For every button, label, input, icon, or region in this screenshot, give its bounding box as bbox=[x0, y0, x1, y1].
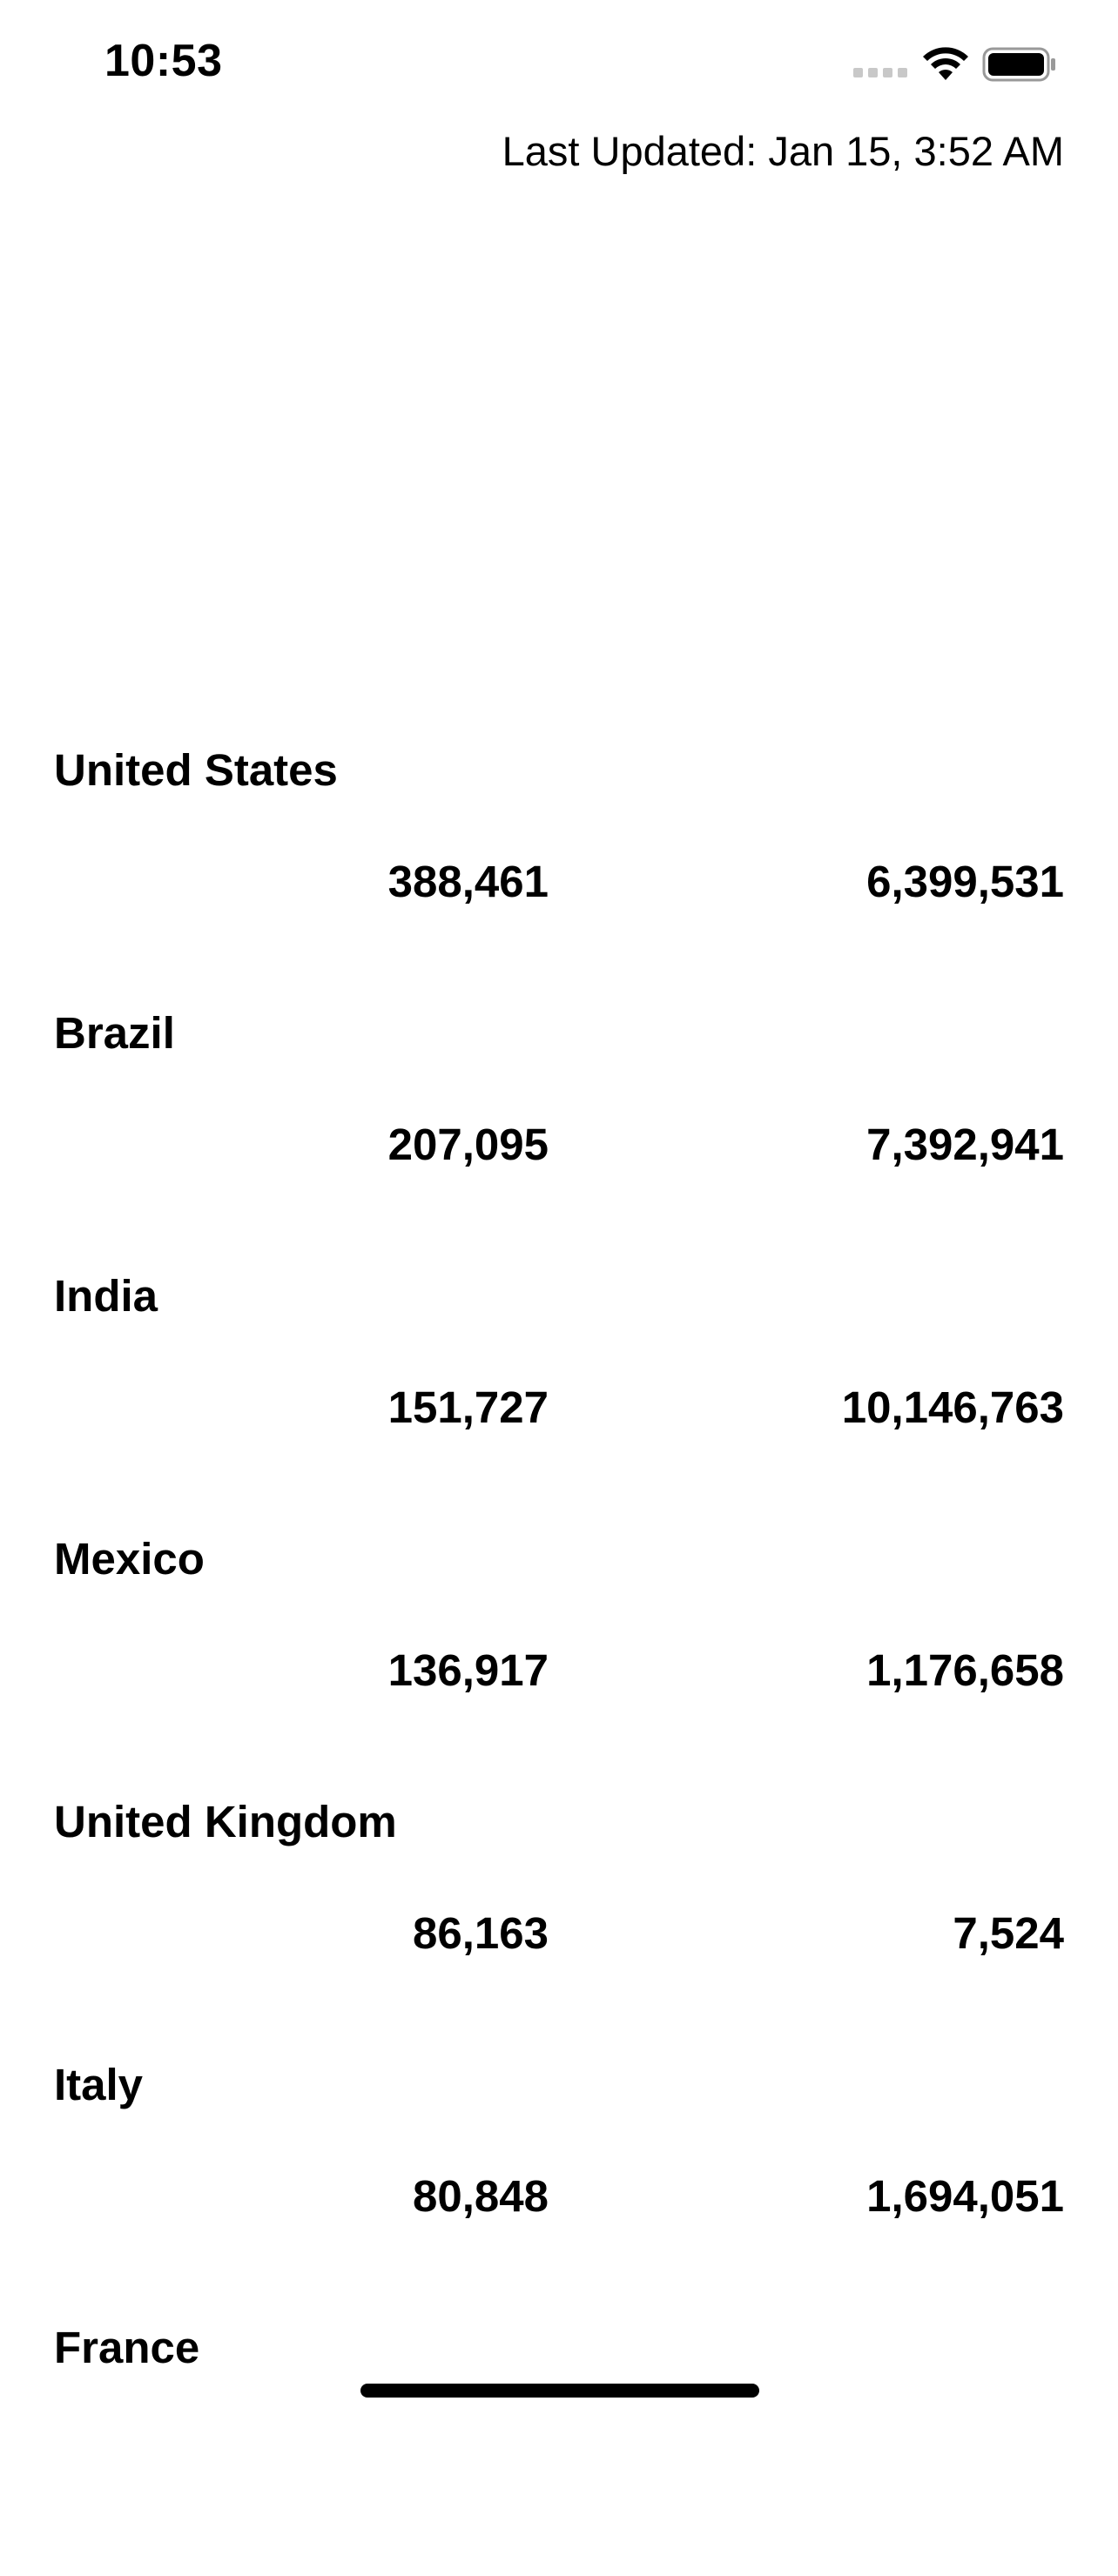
list-item[interactable]: France bbox=[0, 2313, 1118, 2576]
status-time: 10:53 bbox=[104, 36, 223, 86]
battery-icon bbox=[982, 47, 1055, 82]
country-value-1: 388,461 bbox=[387, 857, 549, 906]
country-name: Brazil bbox=[54, 1008, 175, 1058]
country-value-2: 7,392,941 bbox=[866, 1120, 1064, 1169]
list-item[interactable]: India 151,727 10,146,763 bbox=[0, 1261, 1118, 1524]
signal-icon bbox=[853, 68, 907, 77]
country-value-2: 1,694,051 bbox=[866, 2171, 1064, 2221]
country-name: India bbox=[54, 1271, 158, 1321]
country-name: United States bbox=[54, 745, 338, 795]
country-value-2: 10,146,763 bbox=[841, 1382, 1064, 1432]
wifi-icon bbox=[923, 47, 968, 80]
country-name: France bbox=[54, 2323, 200, 2372]
country-list: United States 388,461 6,399,531 Brazil 2… bbox=[0, 736, 1118, 2576]
list-item[interactable]: Mexico 136,917 1,176,658 bbox=[0, 1524, 1118, 1787]
list-item[interactable]: Italy 80,848 1,694,051 bbox=[0, 2050, 1118, 2313]
home-indicator[interactable] bbox=[360, 2384, 759, 2398]
list-item[interactable]: Brazil 207,095 7,392,941 bbox=[0, 999, 1118, 1261]
status-bar: 10:53 bbox=[0, 0, 1118, 122]
country-value-1: 86,163 bbox=[413, 1908, 549, 1958]
country-name: Mexico bbox=[54, 1534, 205, 1584]
country-value-1: 151,727 bbox=[387, 1382, 549, 1432]
country-value-1: 207,095 bbox=[387, 1120, 549, 1169]
country-name: United Kingdom bbox=[54, 1797, 397, 1846]
country-value-2: 1,176,658 bbox=[866, 1645, 1064, 1695]
list-item[interactable]: United States 388,461 6,399,531 bbox=[0, 736, 1118, 999]
country-name: Italy bbox=[54, 2060, 144, 2109]
country-value-1: 136,917 bbox=[387, 1645, 549, 1695]
country-value-2: 6,399,531 bbox=[866, 857, 1064, 906]
last-updated-label: Last Updated: Jan 15, 3:52 AM bbox=[502, 128, 1064, 174]
country-value-1: 80,848 bbox=[413, 2171, 549, 2221]
country-value-2: 7,524 bbox=[953, 1908, 1064, 1958]
list-item[interactable]: United Kingdom 86,163 7,524 bbox=[0, 1787, 1118, 2050]
